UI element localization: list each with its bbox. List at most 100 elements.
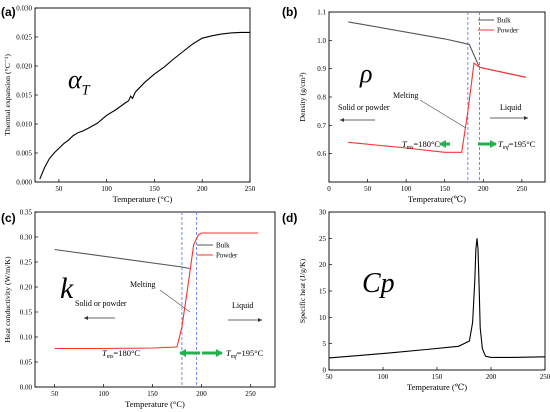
physical-symbol: Cp: [362, 268, 395, 299]
series-powder: [54, 232, 259, 350]
y-tick-label: 0.8: [317, 94, 326, 102]
x-tick-label: 200: [197, 185, 208, 193]
y-tick-label: 0.20: [20, 284, 33, 292]
x-tick-label: 0: [327, 185, 331, 193]
x-tick-label: 100: [378, 373, 389, 381]
y-tick-label: 25: [319, 235, 327, 243]
y-tick-label: 1.0: [317, 37, 326, 45]
panel-label: (b): [282, 5, 297, 19]
x-tick-label: 250: [245, 185, 256, 193]
x-axis-label: Temperature (°C): [125, 399, 185, 409]
y-tick-label: 0.005: [16, 150, 32, 158]
panel-a: (a) 50 100 150 200 250 0.000 0.005 0.010 0.015 0.0…: [1, 5, 256, 205]
panel-b: (b) 0 50 100 150 200 250 0.6 0.7 0.8 0.9 1.0 1.1 Temp…: [282, 5, 546, 204]
melting-pointer: [419, 99, 467, 129]
tm-end-label: Tmf=195°C: [226, 348, 264, 360]
panel-d: (d) 50 100 150 200 250 0 5 10 15 20 25 30 Temperature…: [282, 209, 550, 393]
x-tick-label: 250: [245, 390, 256, 398]
x-axis-label: Temperature (℃): [407, 382, 467, 392]
melting-pointer: [159, 289, 191, 313]
x-tick-label: 50: [326, 373, 334, 381]
liquid-phase-label: Liquid: [500, 103, 521, 112]
panel-label: (d): [282, 211, 297, 225]
green-arrow-left-head: [179, 349, 186, 357]
y-tick-label: 0.10: [20, 334, 33, 342]
x-tick-label: 150: [147, 390, 158, 398]
x-tick-label: 150: [149, 185, 160, 193]
green-arrow-left-head: [439, 140, 446, 148]
y-tick-label: 0.35: [20, 209, 33, 217]
green-arrow-right-head: [216, 349, 223, 357]
y-tick-label: 0.015: [16, 92, 32, 100]
green-arrow-right-head: [490, 140, 497, 148]
y-tick-label: 0.05: [20, 359, 33, 367]
x-tick-label: 50: [51, 390, 59, 398]
y-tick-label: 0.000: [16, 179, 32, 187]
tm-start-label: Tms=180°C: [102, 348, 140, 360]
legend-entry: Powder: [216, 252, 238, 260]
y-tick-label: 0.025: [16, 34, 32, 42]
x-tick-label: 200: [486, 373, 497, 381]
solid-arrow-head: [84, 316, 88, 320]
plot-frame: [34, 7, 251, 183]
y-tick-label: 5: [323, 340, 327, 348]
solid-phase-label: Solid or powder: [75, 299, 127, 308]
y-axis-label: Specific heat (J/g/K): [298, 258, 307, 323]
y-tick-label: 10: [319, 314, 327, 322]
panel-label: (a): [1, 5, 16, 19]
x-tick-label: 150: [432, 373, 443, 381]
x-tick-label: 250: [517, 185, 528, 193]
y-tick-label: 0.25: [20, 259, 33, 267]
y-tick-label: 0.6: [317, 150, 326, 158]
liquid-arrow-head: [258, 318, 262, 322]
y-tick-label: 15: [319, 288, 327, 296]
y-tick-label: 0.010: [16, 121, 32, 129]
physical-symbol: ρ: [359, 59, 372, 88]
y-tick-label: 0.9: [317, 65, 326, 73]
x-tick-label: 100: [98, 390, 109, 398]
tm-end-label: Tmf=195°C: [498, 139, 536, 151]
y-tick-label: 0.030: [16, 5, 32, 13]
x-tick-label: 200: [196, 390, 207, 398]
x-axis-label: Temperature(℃): [408, 194, 466, 204]
melting-label: Melting: [393, 91, 418, 100]
liquid-phase-label: Liquid: [232, 301, 253, 310]
data-curve: [39, 31, 250, 180]
y-tick-label: 30: [319, 209, 327, 217]
series-powder: [348, 61, 526, 153]
panel-label: (c): [1, 211, 16, 225]
x-tick-label: 50: [55, 185, 63, 193]
x-tick-label: 250: [540, 373, 550, 381]
physical-symbol: αT: [68, 65, 91, 99]
legend-entry: Bulk: [497, 17, 511, 25]
melting-label: Melting: [130, 280, 155, 289]
plot-frame: [34, 211, 276, 388]
y-tick-label: 0.020: [16, 63, 32, 71]
x-tick-label: 50: [364, 185, 372, 193]
tm-start-label: Tms=180°C: [402, 139, 440, 151]
y-axis-label: Thermal expansion (°C⁻¹): [3, 54, 12, 136]
legend-entry: Bulk: [216, 242, 230, 250]
y-tick-label: 1.1: [317, 9, 326, 17]
x-tick-label: 150: [439, 185, 450, 193]
series-bulk: [54, 248, 190, 270]
y-tick-label: 0.00: [20, 384, 33, 392]
y-tick-label: 20: [319, 261, 327, 269]
panel-c: (c) 50 100 150 200 250 0.00 0.05 0.10 0.15 0.20 0.2…: [1, 209, 276, 409]
y-tick-label: 0: [323, 367, 327, 375]
liquid-arrow-head: [524, 116, 528, 120]
physical-symbol: k: [60, 272, 74, 305]
solid-arrow-head: [340, 118, 344, 122]
x-tick-label: 200: [478, 185, 489, 193]
y-tick-label: 0.7: [317, 122, 326, 130]
y-tick-label: 0.30: [20, 234, 33, 242]
y-tick-label: 0.15: [20, 309, 33, 317]
solid-phase-label: Solid or powder: [338, 103, 390, 112]
legend-entry: Powder: [497, 27, 519, 35]
data-curve: [328, 238, 546, 359]
x-axis-label: Temperature (°C): [113, 194, 173, 204]
x-tick-label: 100: [401, 185, 412, 193]
x-tick-label: 100: [101, 185, 112, 193]
y-axis-label: Heat conductivity (W/m/K): [3, 256, 12, 343]
